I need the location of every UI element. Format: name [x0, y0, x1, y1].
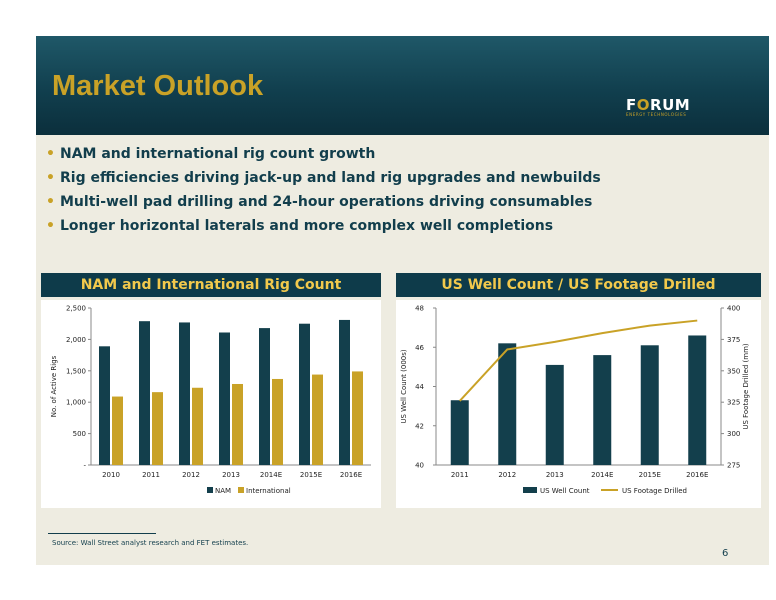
well-count-bar	[640, 345, 659, 465]
bullet-item: • NAM and international rig count growth	[46, 146, 376, 162]
y-axis-label: US Well Count (000s)	[400, 349, 408, 423]
x-tick-label: 2011	[451, 471, 469, 479]
nam-bar	[139, 321, 150, 465]
well-count-bar	[498, 343, 517, 465]
y-tick-label: 44	[415, 383, 424, 391]
well-count-bar	[545, 364, 564, 465]
y-right-tick-label: 400	[727, 305, 740, 313]
logo-tagline: ENERGY TECHNOLOGIES	[626, 112, 687, 117]
x-tick-label: 2014E	[260, 471, 282, 479]
well-count-chart-title: US Well Count / US Footage Drilled	[396, 273, 761, 297]
y-tick-label: 1,000	[66, 399, 86, 407]
y-tick-label: 1,500	[66, 367, 86, 375]
y-tick-label: 46	[415, 344, 424, 352]
x-tick-label: 2012	[498, 471, 516, 479]
x-tick-label: 2011	[142, 471, 160, 479]
source-note: Source: Wall Street analyst research and…	[52, 539, 249, 547]
nam-bar	[99, 346, 110, 465]
international-bar	[312, 374, 323, 465]
legend-label: NAM	[215, 487, 231, 495]
y-tick-label: 2,000	[66, 336, 86, 344]
y-tick-label: 40	[415, 462, 424, 470]
rig-count-chart-panel: - 500 1,000 1,500 2,000 2,500 No. of Active Ri…	[41, 300, 381, 508]
bullet-dot-icon: •	[46, 218, 55, 234]
y-tick-label: 2,500	[66, 305, 86, 313]
nam-bar	[219, 332, 230, 465]
nam-bar	[339, 319, 350, 465]
x-tick-label: 2016E	[340, 471, 362, 479]
legend-label: International	[246, 487, 291, 495]
international-bar	[272, 378, 283, 465]
logo-wordmark: FORUM	[626, 96, 691, 114]
international-bar	[352, 371, 363, 465]
y-tick-label: 42	[415, 422, 424, 430]
footage-drilled-line	[459, 319, 698, 402]
slide: Market Outlook FORUM ENERGY TECHNOLOGIES…	[36, 36, 769, 565]
legend-swatch	[207, 487, 213, 493]
x-tick-label: 2015E	[300, 471, 322, 479]
x-tick-label: 2012	[182, 471, 200, 479]
rig-count-chart: - 500 1,000 1,500 2,000 2,500 No. of Active Ri…	[50, 305, 371, 495]
well-count-bar	[688, 335, 707, 465]
nam-bar	[179, 322, 190, 465]
bullet-item: • Longer horizontal laterals and more com…	[46, 218, 554, 234]
y-right-tick-label: 300	[727, 430, 740, 438]
x-tick-label: 2010	[102, 471, 120, 479]
page-number: 6	[722, 548, 729, 559]
nam-bar	[299, 323, 310, 465]
international-bar	[192, 387, 203, 465]
footer-divider	[48, 533, 156, 534]
rig-count-chart-title: NAM and International Rig Count	[41, 273, 381, 297]
bullet-item: • Rig efficiencies driving jack-up and la…	[46, 170, 601, 186]
x-tick-label: 2015E	[639, 471, 661, 479]
legend-swatch	[238, 487, 244, 493]
x-tick-label: 2013	[546, 471, 564, 479]
y-right-tick-label: 375	[727, 336, 740, 344]
page-title: Market Outlook	[52, 70, 264, 102]
x-tick-label: 2014E	[591, 471, 613, 479]
x-tick-label: 2016E	[686, 471, 708, 479]
header-band: Market Outlook FORUM ENERGY TECHNOLOGIES	[36, 36, 769, 135]
legend-label: US Well Count	[540, 487, 590, 495]
y-axis-label: No. of Active Rigs	[50, 355, 58, 417]
legend-label: US Footage Drilled	[622, 487, 687, 495]
international-bar	[152, 392, 163, 465]
well-count-chart: 40 42 44 46 48 275 300 325 350 375 400 US Well Coun…	[400, 305, 750, 496]
bullet-list: • NAM and international rig count growth …	[46, 146, 601, 242]
y-tick-label: 48	[415, 305, 424, 313]
y-tick-label: 500	[73, 430, 86, 438]
forum-logo: FORUM ENERGY TECHNOLOGIES	[626, 96, 706, 122]
x-tick-label: 2013	[222, 471, 240, 479]
nam-bar	[259, 328, 270, 465]
y-right-tick-label: 350	[727, 367, 740, 375]
bullet-dot-icon: •	[46, 146, 55, 162]
international-bar	[112, 396, 123, 465]
y-tick-label: -	[83, 462, 86, 470]
bullet-dot-icon: •	[46, 170, 55, 186]
y-right-tick-label: 325	[727, 399, 740, 407]
bullet-dot-icon: •	[46, 194, 55, 210]
y-axis-right-label: US Footage Drilled (mm)	[742, 343, 750, 430]
well-count-bar	[450, 400, 469, 465]
bullet-item: • Multi-well pad drilling and 24-hour ope…	[46, 194, 593, 210]
international-bar	[232, 383, 243, 465]
y-right-tick-label: 275	[727, 462, 740, 470]
well-count-chart-panel: 40 42 44 46 48 275 300 325 350 375 400 US Well Coun…	[396, 300, 761, 508]
legend-swatch-well-count	[523, 487, 537, 493]
well-count-bar	[593, 355, 612, 465]
